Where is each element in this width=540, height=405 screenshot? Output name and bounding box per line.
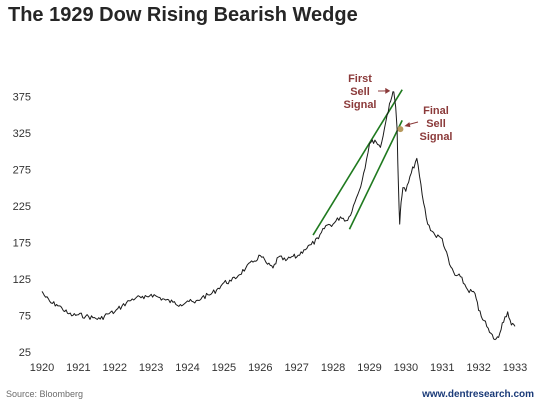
x-tick-label: 1931 <box>430 362 454 374</box>
x-tick-label: 1932 <box>466 362 490 374</box>
first-sell-signal-label: First Sell Signal <box>343 73 376 111</box>
y-tick-label: 125 <box>13 274 31 286</box>
y-tick-label: 75 <box>19 310 31 322</box>
x-axis: 1920 1921 1922 1923 1924 1925 1926 1927 1928 1929… <box>30 362 527 374</box>
wedge-lines <box>312 89 403 236</box>
final-sell-signal-label: Final Sell Signal <box>419 105 452 143</box>
x-tick-label: 1927 <box>284 362 308 374</box>
y-tick-label: 275 <box>13 164 31 176</box>
x-tick-label: 1928 <box>321 362 345 374</box>
x-tick-label: 1926 <box>248 362 272 374</box>
y-tick-label: 25 <box>19 347 31 359</box>
dow-price-line <box>41 91 516 341</box>
x-tick-label: 1929 <box>357 362 381 374</box>
y-tick-label: 375 <box>13 91 31 103</box>
y-tick-label: 225 <box>13 201 31 213</box>
source-note: Source: Bloomberg <box>6 389 84 399</box>
x-tick-label: 1921 <box>66 362 90 374</box>
final-signal-dot <box>397 126 404 133</box>
arrowhead-icon <box>385 87 391 94</box>
wedge-lower-line <box>348 120 403 230</box>
x-tick-label: 1923 <box>139 362 163 374</box>
x-tick-label: 1933 <box>503 362 527 374</box>
chart-title: The 1929 Dow Rising Bearish Wedge <box>8 4 358 26</box>
x-tick-label: 1924 <box>175 362 199 374</box>
x-tick-label: 1925 <box>212 362 236 374</box>
x-tick-label: 1920 <box>30 362 54 374</box>
arrowhead-icon <box>404 122 411 128</box>
website-link: www.dentresearch.com <box>422 389 534 400</box>
annotations: First Sell Signal Final Sell Signal <box>343 73 452 143</box>
y-tick-label: 175 <box>13 237 31 249</box>
series-group <box>41 91 516 341</box>
y-tick-label: 325 <box>13 128 31 140</box>
y-axis: 25 75 125 175 225 275 325 375 <box>13 91 31 359</box>
x-tick-label: 1930 <box>394 362 418 374</box>
x-tick-label: 1922 <box>103 362 127 374</box>
